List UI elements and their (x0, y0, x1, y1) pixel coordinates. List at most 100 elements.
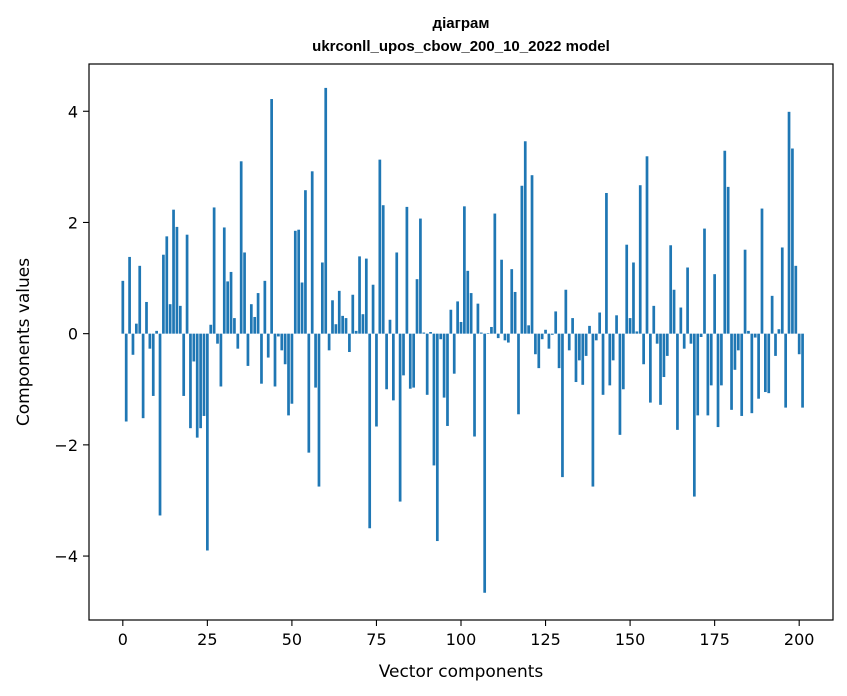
bar-147 (618, 333, 622, 435)
y-tick-label: 4 (68, 102, 78, 121)
bar-137 (584, 333, 588, 356)
bar-120 (527, 325, 530, 334)
bar-123 (537, 333, 541, 369)
bar-157 (652, 305, 656, 334)
bar-20 (189, 333, 192, 429)
bar-170 (696, 333, 700, 416)
bar-57 (314, 333, 317, 388)
bar-4 (134, 323, 138, 334)
bar-92 (432, 333, 436, 466)
bar-151 (632, 262, 635, 334)
bar-56 (310, 171, 314, 334)
bar-48 (283, 333, 287, 365)
bar-152 (635, 331, 639, 334)
bar-166 (682, 333, 686, 349)
chart-title-line2: ukrconll_upos_cbow_200_10_2022 model (312, 38, 610, 55)
bar-134 (574, 333, 578, 383)
bar-198 (791, 148, 794, 334)
y-tick-label: −2 (54, 436, 78, 455)
x-axis-ticks: 0 25 50 75 100 125 150 175 200 (118, 620, 815, 649)
bar-130 (561, 333, 564, 478)
bar-52 (297, 229, 301, 334)
bar-64 (337, 290, 341, 334)
bar-38 (249, 304, 253, 334)
bar-181 (733, 333, 737, 370)
bar-83 (402, 333, 405, 376)
bar-126 (547, 333, 551, 349)
x-tick-label: 75 (366, 630, 386, 649)
bar-171 (699, 333, 703, 337)
bar-144 (608, 333, 612, 386)
bar-191 (767, 333, 771, 394)
bar-6 (141, 333, 145, 419)
bar-165 (679, 307, 683, 334)
chart-title-line1: діаграм (433, 15, 490, 32)
bar-86 (412, 333, 416, 388)
bar-29 (219, 333, 223, 387)
bar-25 (206, 333, 209, 551)
bar-138 (588, 325, 591, 334)
x-tick-label: 25 (197, 630, 217, 649)
bar-150 (628, 318, 632, 334)
bar-93 (435, 333, 439, 542)
bar-128 (554, 311, 558, 334)
bar-8 (148, 333, 152, 349)
x-tick-label: 150 (615, 630, 646, 649)
bar-124 (540, 333, 544, 340)
bar-59 (320, 262, 324, 334)
bar-54 (304, 190, 307, 334)
bar-194 (777, 329, 781, 334)
bar-131 (564, 289, 568, 334)
bar-49 (287, 333, 290, 416)
bar-135 (578, 333, 581, 361)
bar-176 (716, 333, 720, 428)
bar-140 (594, 333, 598, 341)
bar-99 (456, 301, 459, 334)
y-tick-label: −4 (54, 547, 78, 566)
bar-76 (378, 159, 382, 334)
y-tick-label: 0 (68, 325, 78, 344)
bar-15 (172, 209, 175, 334)
bar-162 (669, 245, 673, 334)
bar-16 (175, 226, 179, 334)
bar-173 (706, 333, 710, 416)
bar-70 (358, 256, 361, 334)
bar-127 (550, 333, 554, 335)
bar-175 (713, 274, 716, 334)
bar-139 (591, 333, 595, 487)
bar-189 (760, 208, 764, 334)
bar-178 (723, 150, 727, 334)
bar-65 (341, 315, 344, 334)
bar-160 (662, 333, 666, 378)
bars-group (121, 87, 804, 593)
bar-161 (665, 333, 669, 356)
bar-71 (361, 314, 365, 334)
bar-67 (348, 333, 351, 353)
bar-5 (138, 265, 142, 334)
bar-72 (364, 258, 368, 334)
bar-47 (280, 333, 284, 351)
bar-154 (642, 333, 645, 365)
bar-129 (557, 333, 561, 369)
bar-73 (368, 333, 372, 529)
bar-112 (500, 259, 503, 334)
bar-183 (740, 333, 744, 416)
bar-9 (151, 333, 155, 396)
bar-188 (757, 333, 760, 399)
bar-30 (222, 227, 226, 334)
bar-89 (422, 332, 426, 334)
bar-195 (780, 247, 784, 334)
bar-142 (601, 333, 605, 395)
bar-96 (446, 333, 449, 426)
bar-122 (534, 333, 537, 355)
bar-172 (703, 228, 706, 334)
bar-78 (385, 333, 388, 390)
bar-75 (375, 333, 378, 427)
x-tick-label: 200 (784, 630, 815, 649)
bar-66 (344, 318, 348, 334)
bar-68 (351, 294, 355, 334)
bar-155 (645, 156, 649, 334)
bar-50 (290, 333, 294, 404)
bar-18 (182, 333, 186, 396)
